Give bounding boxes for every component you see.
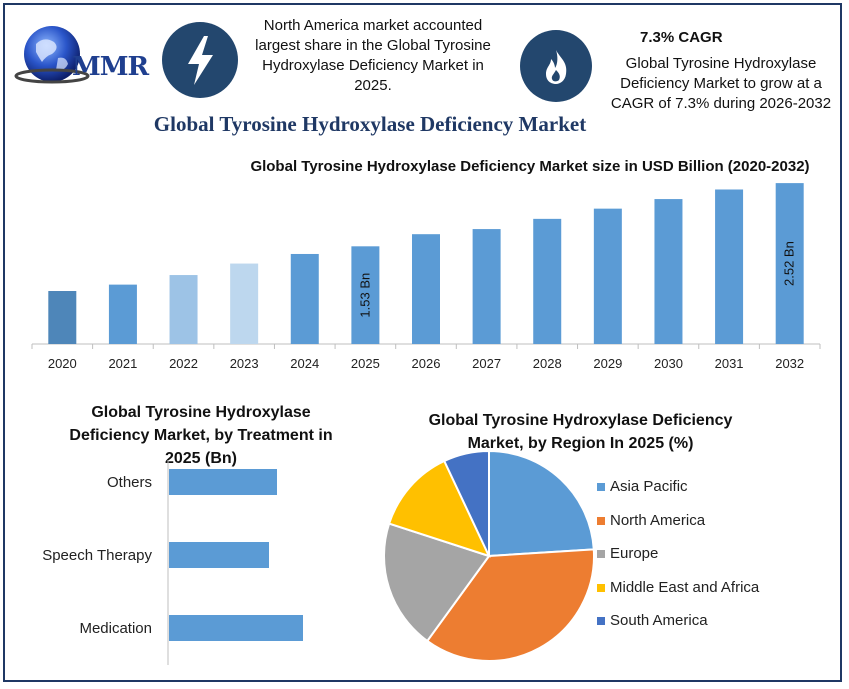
bar-medication	[169, 615, 303, 641]
slice-north-america	[425, 548, 595, 662]
legend-swatch	[597, 550, 605, 559]
bar-2023	[230, 263, 259, 344]
bar-2021	[108, 284, 137, 344]
x-tick-label: 2024	[290, 356, 319, 371]
globe-icon	[14, 26, 90, 84]
category-label: Others	[107, 474, 152, 491]
legend-label: South America	[610, 612, 708, 629]
slice-south-america	[442, 450, 490, 557]
bar-2022	[169, 275, 198, 344]
bar-2028	[533, 218, 562, 344]
legend-item: South America	[597, 612, 708, 629]
info-north-america-text: North America market accounted largest s…	[255, 17, 491, 94]
x-tick-label: 2029	[593, 356, 622, 371]
cagr-heading: 7.3% CAGR	[640, 29, 723, 46]
market-size-column-chart: 2020 2021 2022 2023 2024 2025 1.53 Bn 2026 2027 2…	[31, 183, 821, 371]
bar-2020	[48, 291, 77, 344]
category-label: Speech Therapy	[42, 547, 152, 564]
lightning-icon	[162, 22, 238, 98]
flame-icon	[520, 30, 592, 102]
treatment-chart-title: Global Tyrosine Hydroxylase Deficiency M…	[69, 404, 333, 467]
category-label: Medication	[79, 620, 152, 637]
bar-2029	[593, 208, 622, 344]
legend-item: Asia Pacific	[597, 478, 688, 495]
region-chart-title: Global Tyrosine Hydroxylase Deficiency M…	[428, 412, 733, 452]
bar-2026	[412, 234, 440, 344]
legend-item: North America	[597, 512, 705, 529]
x-tick-label: 2031	[715, 356, 744, 371]
legend-label: North America	[610, 511, 706, 529]
legend-swatch	[597, 516, 605, 525]
data-label-2032: 2.52 Bn	[782, 241, 797, 286]
bar-2027	[472, 229, 501, 344]
main-title: Global Tyrosine Hydroxylase Deficiency M…	[153, 112, 587, 136]
x-tick-label: 2027	[472, 356, 501, 371]
bar-2024	[290, 253, 319, 344]
slice-middle-east-and-africa	[387, 459, 491, 558]
info-cagr-text: Global Tyrosine Hydroxylase Deficiency M…	[610, 55, 832, 112]
legend-label: Asia Pacific	[610, 478, 688, 495]
bar-2032	[775, 183, 804, 344]
x-tick-label: 2030	[654, 356, 683, 371]
bar-2030	[654, 199, 683, 344]
legend-label: Europe	[610, 545, 659, 562]
slice-europe	[383, 522, 491, 643]
x-tick-label: 2020	[48, 356, 77, 371]
legend-item: Europe	[597, 545, 658, 562]
x-tick-label: 2021	[108, 356, 137, 371]
legend-item: Middle East and Africa	[597, 579, 759, 596]
x-tick-label: 2026	[412, 356, 441, 371]
bar-speech-therapy	[169, 542, 269, 568]
column-chart-title: Global Tyrosine Hydroxylase Deficiency M…	[250, 158, 810, 175]
x-tick-label: 2025	[351, 356, 380, 371]
bar-2025	[351, 246, 380, 344]
x-tick-label: 2022	[169, 356, 198, 371]
bar-2031	[715, 189, 744, 344]
data-label-2025: 1.53 Bn	[357, 273, 372, 318]
legend-swatch	[597, 583, 605, 592]
slice-asia-pacific	[488, 450, 595, 558]
x-tick-label: 2023	[230, 356, 259, 371]
treatment-bar-chart: Others Speech Therapy Medication	[42, 460, 303, 665]
x-tick-label: 2032	[775, 356, 804, 371]
legend-label: Middle East and Africa	[610, 578, 760, 596]
mmr-logo: MMR	[14, 18, 154, 88]
region-pie-chart	[383, 450, 595, 662]
x-tick-label: 2028	[533, 356, 562, 371]
bar-others	[169, 469, 277, 495]
infographic-frame	[3, 3, 842, 682]
legend-swatch	[597, 617, 605, 626]
legend-swatch	[597, 483, 605, 492]
logo-text: MMR	[72, 52, 149, 82]
